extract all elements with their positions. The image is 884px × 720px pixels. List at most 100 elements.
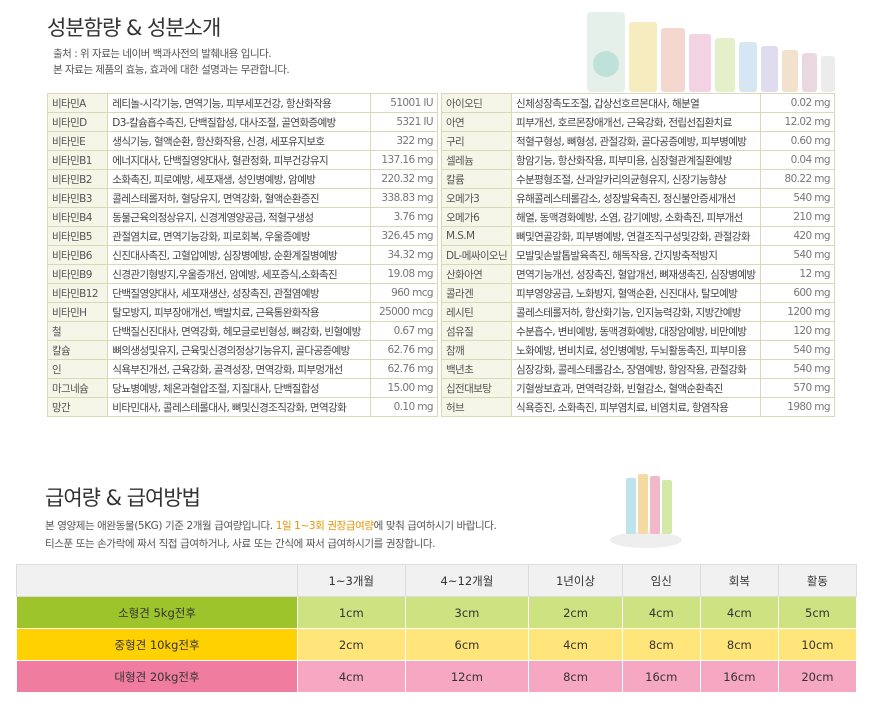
row: 비타민B1 에너지대사, 단백질영양대사, 혈관정화, 피부건강유지 137.16 … bbox=[46, 150, 438, 170]
ingredient-effect: 탈모방지, 피부장애개선, 백발치료, 근육통완화작용 bbox=[107, 302, 372, 322]
ingredient-name: 레시틴 bbox=[440, 302, 513, 322]
description: 본 영양제는 애완동물(5KG) 기준 2개월 급여량입니다. 1일 1~3회 … bbox=[45, 518, 497, 533]
ingredient-effect: 관절염치료, 면역기능강화, 피로회복, 우울증예방 bbox=[107, 226, 372, 246]
ingredient-name: 오메가6 bbox=[440, 207, 513, 227]
ingredient-effect: 심장강화, 콜레스테롤감소, 장염예방, 항암작용, 관절강화 bbox=[511, 359, 761, 379]
ingredient-effect: 동물근육의정상유지, 신경계영양공급, 적혈구생성 bbox=[107, 207, 372, 227]
ingredient-amount: 960 mcg bbox=[370, 283, 438, 303]
ingredient-name: 아이오딘 bbox=[440, 93, 513, 113]
ingredient-effect: 피부개선, 호르몬장애개선, 근육강화, 전립선집환치료 bbox=[511, 112, 761, 132]
row: 오메가3 유해콜레스테롤감소, 성장발육촉진, 정신불안증세개선 540 mg bbox=[440, 188, 836, 208]
tube bbox=[638, 474, 648, 534]
ingredient-name: 비타민B2 bbox=[46, 169, 109, 189]
dosage-cell: 5cm bbox=[777, 596, 858, 629]
ingredient-name: 칼슘 bbox=[46, 340, 109, 360]
ingredient-name: 구리 bbox=[440, 131, 513, 151]
section-title: 성분함량 & 성분소개 bbox=[47, 16, 221, 40]
dosage-row: 소형견 5kg전후 1cm 3cm 2cm 4cm 4cm 5cm bbox=[16, 596, 858, 629]
tube bbox=[650, 476, 660, 534]
ingredient-effect: 생식기능, 혈액순환, 항산화작용, 신경, 세포유지보호 bbox=[107, 131, 372, 151]
row: 비타민D D3-칼슘흡수촉진, 단백질합성, 대사조절, 골연화증예방 5321 I… bbox=[46, 112, 438, 132]
ingredient-amount: 80.22 mg bbox=[759, 169, 836, 189]
row: 망간 비타민대사, 콜레스테롤대사, 뼈및신경조직강화, 면역강화 0.10 mg bbox=[46, 397, 438, 417]
ingredient-name: 비타민B3 bbox=[46, 188, 109, 208]
row: 비타민B6 신진대사촉진, 고혈압예방, 심장병예방, 순환계질병예방 34.32 … bbox=[46, 245, 438, 265]
dosage-table: 1~3개월 4~12개월 1년이상 임신 회복 활동 소형견 5kg전후 1cm 3cm 2cm 4… bbox=[16, 564, 858, 693]
ingredient-name: 비타민B5 bbox=[46, 226, 109, 246]
ingredient-amount: 137.16 mg bbox=[370, 150, 438, 170]
ingredient-name: 비타민D bbox=[46, 112, 109, 132]
ingredient-amount: 1200 mg bbox=[759, 302, 836, 322]
ingredient-table: 비타민A 레티놀-시각기능, 면역기능, 피부세포건강, 항산화작용 51001 I… bbox=[46, 93, 438, 417]
tube bbox=[661, 28, 685, 92]
description: 티스푼 또는 손가락에 짜서 직접 급여하거나, 사료 또는 간식에 짜서 급여… bbox=[45, 538, 436, 550]
ingredient-name: 마그네슘 bbox=[46, 378, 109, 398]
ingredient-name: 십전대보탕 bbox=[440, 378, 513, 398]
highlight: 1일 1~3회 권장급여량 bbox=[275, 520, 374, 532]
ingredient-amount: 3.76 mg bbox=[370, 207, 438, 227]
ingredient-effect: 수분평형조절, 산과알카리의균형유지, 신장기능향상 bbox=[511, 169, 761, 189]
tube bbox=[802, 53, 817, 92]
ingredient-name: 비타민B4 bbox=[46, 207, 109, 227]
dosage-row: 대형견 20kg전후 4cm 12cm 8cm 16cm 16cm 20cm bbox=[16, 660, 858, 693]
row: 아이오딘 신체성장촉도조절, 갑상선호르몬대사, 해분열 0.02 mg bbox=[440, 93, 836, 113]
ingredient-effect: 식욕부진개선, 근육강화, 골격성장, 면역강화, 피부멍개선 bbox=[107, 359, 372, 379]
ingredient-amount: 570 mg bbox=[759, 378, 836, 398]
ingredient-amount: 25000 mcg bbox=[370, 302, 438, 322]
dosage-row: 중형견 10kg전후 2cm 6cm 4cm 8cm 8cm 10cm bbox=[16, 628, 858, 661]
ingredient-name: M.S.M bbox=[440, 226, 513, 246]
tube bbox=[629, 22, 657, 92]
ingredient-name: 철 bbox=[46, 321, 109, 341]
row: 비타민E 생식기능, 혈액순환, 항산화작용, 신경, 세포유지보호 322 mg bbox=[46, 131, 438, 151]
dosage-cell: 16cm bbox=[621, 660, 701, 693]
ingredient-name: 아연 bbox=[440, 112, 513, 132]
row: 비타민B9 신경관기형방지,우울증개선, 암예방, 세포증식,소화촉진 19.08 … bbox=[46, 264, 438, 284]
ingredient-effect: 해열, 동맥경화예방, 소염, 감기예방, 소화촉진, 피부개선 bbox=[511, 207, 761, 227]
ingredient-amount: 0.10 mg bbox=[370, 397, 438, 417]
dosage-cell: 16cm bbox=[699, 660, 779, 693]
row: 아연 피부개선, 호르몬장애개선, 근육강화, 전립선집환치료 12.02 mg bbox=[440, 112, 836, 132]
row: 철 단백질신진대사, 면역강화, 헤모글로빈형성, 뼈강화, 빈혈예방 0.67 m… bbox=[46, 321, 438, 341]
header-cell: 1년이상 bbox=[528, 564, 623, 597]
ingredient-amount: 210 mg bbox=[759, 207, 836, 227]
ingredient-amount: 1980 mg bbox=[759, 397, 836, 417]
ingredient-effect: 뼈의생성및유지, 근육및신경의정상기능유지, 골다공증예방 bbox=[107, 340, 372, 360]
ingredient-amount: 19.08 mg bbox=[370, 264, 438, 284]
dosage-cell: 8cm bbox=[621, 628, 701, 661]
plate bbox=[610, 532, 682, 548]
tube bbox=[761, 46, 778, 92]
row: 비타민B3 콜레스테롤저하, 혈당유지, 면역강화, 혈액순환증진 338.83 m… bbox=[46, 188, 438, 208]
ingredient-effect: 신경관기형방지,우울증개선, 암예방, 세포증식,소화촉진 bbox=[107, 264, 372, 284]
ingredient-name: 비타민E bbox=[46, 131, 109, 151]
ingredient-amount: 0.02 mg bbox=[759, 93, 836, 113]
ingredient-effect: 에너지대사, 단백질영양대사, 혈관정화, 피부건강유지 bbox=[107, 150, 372, 170]
row: 칼륨 수분평형조절, 산과알카리의균형유지, 신장기능향상 80.22 mg bbox=[440, 169, 836, 189]
ingredient-amount: 51001 IU bbox=[370, 93, 438, 113]
row: 허브 식욕증진, 소화촉진, 피부염치료, 비염치료, 항염작용 1980 mg bbox=[440, 397, 836, 417]
ingredient-name: 콜라겐 bbox=[440, 283, 513, 303]
section-title: 급여량 & 급여방법 bbox=[45, 486, 201, 510]
row: 칼슘 뼈의생성및유지, 근육및신경의정상기능유지, 골다공증예방 62.76 mg bbox=[46, 340, 438, 360]
ingredient-amount: 338.83 mg bbox=[370, 188, 438, 208]
ingredient-effect: 신체성장촉도조절, 갑상선호르몬대사, 해분열 bbox=[511, 93, 761, 113]
tube bbox=[689, 34, 711, 92]
ingredient-amount: 540 mg bbox=[759, 359, 836, 379]
header-cell: 임신 bbox=[621, 564, 701, 597]
ingredient-effect: 뼈및연골강화, 피부병예방, 연결조직구성및강화, 관절강화 bbox=[511, 226, 761, 246]
ingredient-amount: 120 mg bbox=[759, 321, 836, 341]
header-cell: 활동 bbox=[777, 564, 858, 597]
tube bbox=[626, 478, 636, 534]
ingredient-name: 비타민B6 bbox=[46, 245, 109, 265]
ingredient-effect: 콜레스테롤저하, 항산화기능, 인지능력강화, 지방간예방 bbox=[511, 302, 761, 322]
tube bbox=[739, 42, 757, 92]
header-cell: 1~3개월 bbox=[297, 564, 406, 597]
row-label: 중형견 10kg전후 bbox=[16, 628, 298, 661]
ingredient-amount: 220.32 mg bbox=[370, 169, 438, 189]
ingredient-amount: 0.60 mg bbox=[759, 131, 836, 151]
row: 마그네슘 당뇨병예방, 체온과혈압조절, 지질대사, 단백질합성 15.00 mg bbox=[46, 378, 438, 398]
ingredient-amount: 12.02 mg bbox=[759, 112, 836, 132]
row: 섬유질 수분흡수, 변비예방, 동맥경화예방, 대장암예방, 비만예방 120 mg bbox=[440, 321, 836, 341]
ingredient-amount: 62.76 mg bbox=[370, 340, 438, 360]
row: 비타민B12 단백질영양대사, 세포재생산, 성장촉진, 관절염예방 960 mcg bbox=[46, 283, 438, 303]
ingredient-name: 망간 bbox=[46, 397, 109, 417]
